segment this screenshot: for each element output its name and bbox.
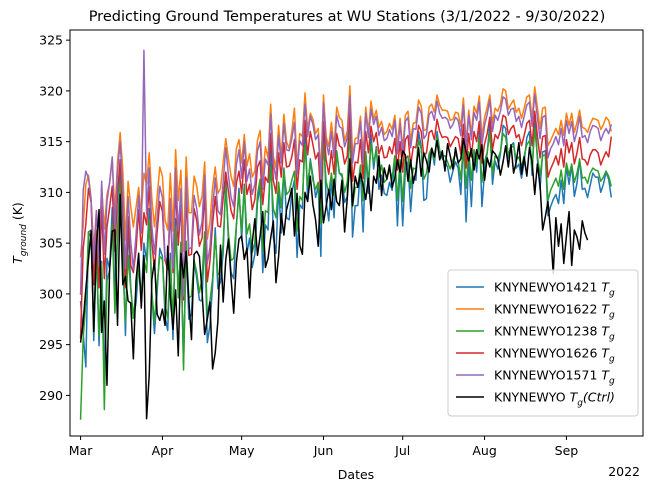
y-axis-label: Tground (K) [10,202,29,264]
y-axis: 290 295 300 305 310 315 320 325 [39,33,70,403]
series-layer [79,49,613,420]
x-tick-label: Aug [472,443,496,458]
legend-box [447,269,639,417]
x-tick-label: Sep [555,443,579,458]
legend-entry: KNYNEWYO Tg(Ctrl) [494,390,615,409]
y-axis-label-unit: (K) [10,202,25,224]
x-tick-label: Jul [394,443,410,458]
y-tick-label: 310 [39,185,63,200]
y-tick-label: 295 [39,337,63,352]
legend-entry: KNYNEWYO1571 Tg [494,368,615,387]
y-tick-label: 315 [39,134,63,149]
x-axis-label: Dates [338,467,374,482]
legend-entry: KNYNEWYO1622 Tg [494,302,615,321]
y-axis-label-symbol: T [10,255,25,264]
x-tick-label: May [229,443,255,458]
y-tick-label: 290 [39,388,63,403]
x-tick-label: Apr [152,443,174,458]
legend-entry: KNYNEWYO1238 Tg [494,324,615,343]
chart-title: Predicting Ground Temperatures at WU Sta… [89,9,606,25]
legend-entry: KNYNEWYO1421 Tg [494,280,615,299]
y-tick-label: 300 [39,286,63,301]
series-line-knynewyo1571 [79,49,613,297]
series-line-knynewyo [79,137,589,420]
legend-entry: KNYNEWYO1626 Tg [494,346,615,365]
y-axis-label-subscript: ground [19,224,29,256]
y-tick-label: 305 [39,236,63,251]
y-tick-label: 325 [39,33,63,48]
legend: KNYNEWYO1421 Tg KNYNEWYO1622 Tg KNYNEWYO12… [447,269,639,417]
x-axis: Mar Apr May Jun Jul Aug Sep [69,436,579,458]
series-line-knynewyo1622 [79,85,613,259]
x-tick-label: Mar [69,443,93,458]
x-tick-label: Jun [313,443,334,458]
year-label: 2022 [608,464,640,479]
y-tick-label: 320 [39,83,63,98]
plot-frame [69,29,644,437]
